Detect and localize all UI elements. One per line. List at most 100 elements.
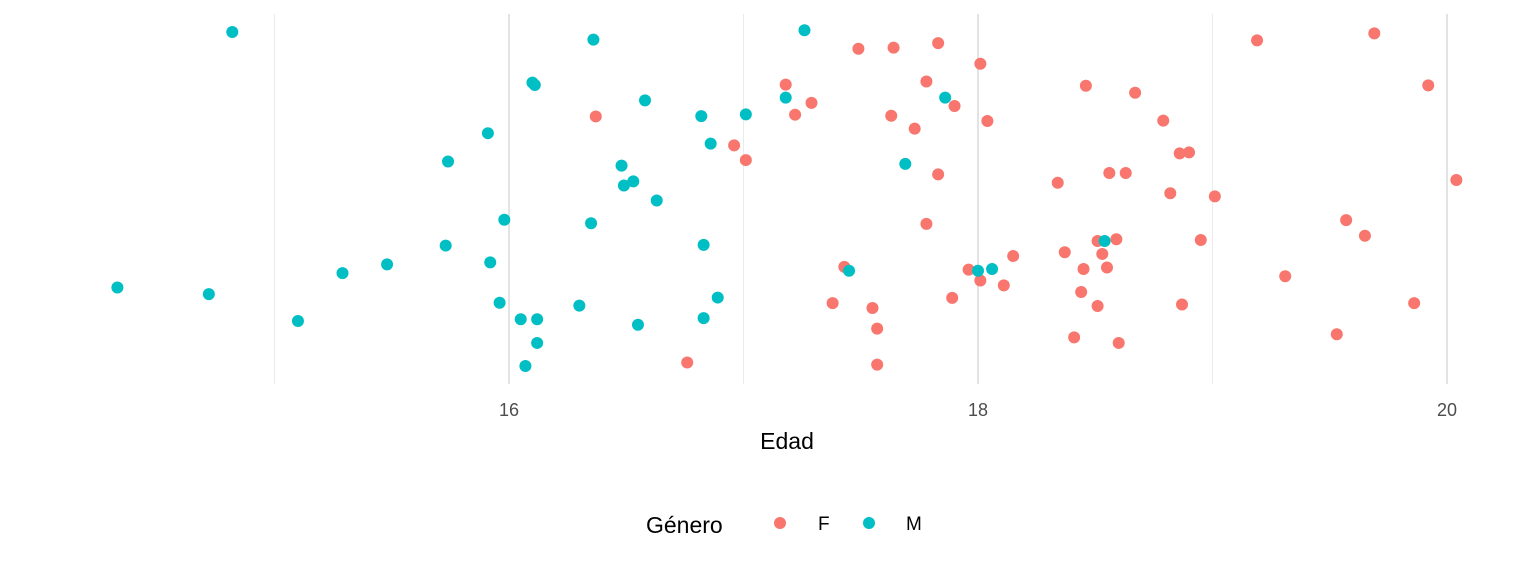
data-point-f bbox=[871, 322, 884, 335]
data-point-f bbox=[1058, 246, 1071, 259]
legend-key-f bbox=[774, 517, 786, 529]
data-point-m bbox=[442, 155, 455, 168]
data-point-m bbox=[711, 291, 724, 304]
data-point-f bbox=[997, 279, 1010, 292]
data-point-f bbox=[962, 263, 975, 276]
data-point-f bbox=[1096, 247, 1109, 260]
data-point-m bbox=[514, 313, 527, 326]
gridlines bbox=[274, 14, 1448, 384]
data-point-m bbox=[615, 159, 628, 172]
data-point-m bbox=[739, 108, 752, 121]
data-point-f bbox=[1100, 261, 1113, 274]
data-point-m bbox=[695, 110, 708, 123]
data-point-f bbox=[974, 274, 987, 287]
data-point-m bbox=[493, 296, 506, 309]
data-point-f bbox=[1079, 79, 1092, 92]
data-point-f bbox=[1103, 166, 1116, 179]
data-point-m bbox=[484, 256, 497, 269]
data-point-f bbox=[1051, 176, 1064, 189]
data-point-m bbox=[617, 179, 630, 192]
data-point-m bbox=[381, 258, 394, 271]
data-point-f bbox=[1110, 233, 1123, 246]
data-point-f bbox=[1358, 229, 1371, 242]
data-point-f bbox=[1450, 173, 1463, 186]
data-point-m bbox=[481, 127, 494, 140]
data-point-f bbox=[908, 122, 921, 135]
data-point-m bbox=[843, 264, 856, 277]
data-point-f bbox=[1422, 79, 1435, 92]
data-point-f bbox=[805, 96, 818, 109]
x-axis-ticks: 16 18 20 bbox=[499, 400, 1457, 420]
data-point-m bbox=[697, 238, 710, 251]
data-point-f bbox=[1183, 146, 1196, 159]
data-point-m bbox=[1098, 235, 1111, 248]
data-point-m bbox=[531, 336, 544, 349]
data-point-f bbox=[1176, 298, 1189, 311]
data-point-m bbox=[972, 264, 984, 277]
data-point-f bbox=[1194, 233, 1207, 246]
data-point-m bbox=[639, 94, 652, 107]
data-point-f bbox=[739, 154, 752, 167]
data-point-f bbox=[974, 57, 987, 70]
x-axis-title: Edad bbox=[760, 428, 814, 454]
legend-label-f: F bbox=[818, 514, 830, 535]
data-point-m bbox=[202, 288, 215, 301]
data-point-f bbox=[1330, 328, 1343, 341]
data-point-f bbox=[948, 99, 961, 112]
data-point-m bbox=[111, 281, 124, 294]
data-point-m bbox=[704, 137, 717, 150]
data-point-m bbox=[986, 262, 999, 275]
data-point-f bbox=[920, 217, 933, 230]
data-point-f bbox=[1075, 285, 1088, 298]
data-point-m bbox=[627, 175, 640, 188]
data-point-m bbox=[573, 299, 586, 312]
data-point-m bbox=[798, 24, 811, 37]
data-point-f bbox=[920, 75, 933, 88]
x-tick-label: 18 bbox=[968, 400, 988, 420]
data-point-f bbox=[866, 302, 879, 315]
data-point-f bbox=[681, 356, 694, 369]
data-point-m bbox=[899, 157, 912, 170]
data-point-m bbox=[498, 213, 511, 226]
data-point-m bbox=[519, 359, 532, 372]
data-point-m bbox=[939, 91, 952, 104]
data-point-f bbox=[887, 41, 900, 54]
data-point-m bbox=[528, 79, 541, 92]
data-point-f bbox=[779, 78, 792, 91]
data-point-f bbox=[789, 108, 802, 121]
data-point-f bbox=[1068, 331, 1081, 344]
data-point-f bbox=[932, 37, 945, 50]
data-point-m bbox=[779, 91, 792, 104]
data-point-m bbox=[697, 312, 710, 325]
data-point-f bbox=[1091, 299, 1104, 312]
data-point-f bbox=[589, 110, 602, 123]
data-point-m bbox=[336, 267, 349, 280]
data-point-m bbox=[585, 217, 598, 230]
data-points bbox=[111, 24, 1463, 372]
data-point-f bbox=[1173, 147, 1186, 160]
data-point-m bbox=[531, 313, 544, 326]
data-point-f bbox=[1129, 86, 1142, 99]
data-point-f bbox=[885, 109, 898, 122]
data-point-f bbox=[728, 139, 741, 152]
data-point-m bbox=[631, 318, 644, 331]
data-point-f bbox=[981, 114, 994, 127]
data-point-f bbox=[826, 297, 839, 310]
legend-title: Género bbox=[646, 512, 723, 538]
data-point-f bbox=[1368, 27, 1381, 40]
data-point-m bbox=[226, 25, 239, 38]
data-point-f bbox=[1340, 214, 1353, 227]
legend-key-m bbox=[863, 517, 875, 529]
data-point-f bbox=[852, 42, 865, 55]
data-point-f bbox=[871, 358, 884, 371]
data-point-f bbox=[1077, 262, 1090, 275]
data-point-f bbox=[932, 168, 945, 181]
data-point-f bbox=[1208, 190, 1221, 203]
data-point-m bbox=[587, 33, 600, 46]
data-point-f bbox=[1164, 187, 1177, 200]
data-point-f bbox=[1112, 336, 1125, 349]
data-point-f bbox=[1408, 297, 1421, 310]
